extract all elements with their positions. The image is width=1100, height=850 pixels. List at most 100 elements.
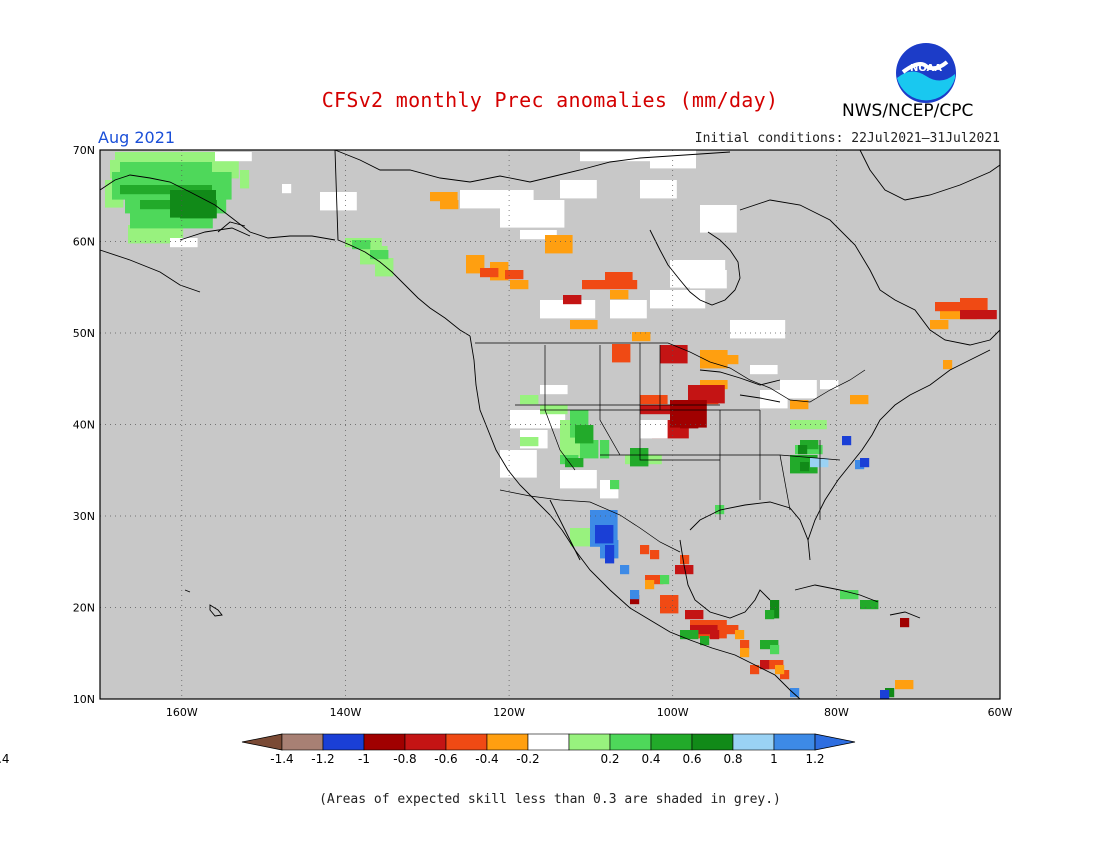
anomaly-cell [563,295,582,305]
anomaly-cell [510,410,566,429]
anomaly-cell [375,258,394,277]
anomaly-cell [610,480,620,490]
colorbar-cell [568,733,611,751]
anomaly-cell [560,470,597,489]
anomaly-cell [630,595,640,605]
colorbar-tick-label: 1.2 [805,752,824,766]
anomaly-cell [580,440,599,459]
anomaly-cell [640,405,696,415]
anomaly-cell [735,630,745,640]
anomaly-cell [943,360,953,370]
anomaly-cell [570,320,598,330]
anomaly-cell [650,550,660,560]
anomaly-cell [282,184,292,194]
anomaly-cell [850,395,869,405]
anomaly-cell [430,192,458,202]
colorbar-tick-label: 0.6 [682,752,701,766]
anomaly-cell [740,648,750,658]
colorbar-arrow-left [241,733,283,751]
anomaly-cell [710,630,720,640]
anomaly-cell [565,458,584,468]
anomaly-cell [630,590,640,600]
colorbar-cell [486,733,529,751]
anomaly-cell [685,610,704,620]
gridlines [100,150,1000,699]
anomaly-cell [510,280,529,290]
forecast-period: Aug 2021 [98,128,176,147]
anomaly-cell [690,270,727,289]
anomaly-cell [632,332,651,342]
anomaly-cell [740,640,750,650]
colorbar-cell [281,733,324,751]
anomaly-cell [630,448,649,467]
colorbar-tick-label: -0.8 [393,752,416,766]
anomaly-cell [582,280,638,290]
colorbar-cell [363,733,406,751]
anomaly-cell [660,575,670,585]
anomaly-cell [500,200,565,228]
anomaly-cell [760,660,770,670]
anomaly-cell [880,690,890,700]
anomaly-cell [790,420,827,430]
colorbar-cell [732,733,775,751]
anomaly-cell [640,180,677,199]
anomaly-cell [930,320,949,330]
anomaly-cell [800,462,810,472]
lon-label: 160W [166,706,198,719]
anomaly-cell [940,310,977,320]
anomaly-cell [795,445,823,455]
lat-label: 70N [73,144,95,157]
lat-label: 40N [73,419,95,432]
anomaly-cell [128,225,184,244]
anomaly-cell [855,460,865,470]
lat-label: 60N [73,236,95,249]
colorbar-cell [609,733,652,751]
lon-label: 80W [824,706,849,719]
colorbar-cell [322,733,365,751]
anomaly-cell [720,625,739,635]
anomaly-cell [720,355,739,365]
anomaly-cell [320,192,357,211]
anomaly-cell [775,665,785,675]
anomaly-cell [540,385,568,395]
colorbar-cell [650,733,693,751]
anomaly-shading [105,150,997,700]
anomaly-cell [520,230,557,240]
colorbar-tick-label: -0.6 [434,752,457,766]
lat-label: 10N [73,693,95,706]
anomaly-cell [466,255,485,274]
anomaly-cell [700,636,710,646]
anomaly-cell [600,440,610,459]
anomaly-cell [352,240,371,250]
colorbar-cell [445,733,488,751]
anomaly-cell [540,405,568,415]
anomaly-cell [680,410,699,429]
anomaly-cell [780,380,817,399]
agency-label: NWS/NCEP/CPC [842,101,974,121]
anomaly-cell [480,268,499,278]
colorbar-labels: -1.4 -1.2 -1 -0.8 -0.6 -0.4 -0.2 0.2 0.4 0.6 0.8 1 1… [0,752,825,766]
anomaly-cell [730,320,786,339]
initial-conditions: Initial conditions: 22Jul2021–31Jul2021 [694,131,1000,146]
lon-label: 60W [988,706,1013,719]
political-borders [475,342,866,553]
anomaly-cell [560,180,597,199]
colorbar-cell [527,733,570,751]
colorbar-tick-label: -0.2 [516,752,539,766]
anomaly-cell [765,610,775,620]
anomaly-cell [540,300,596,319]
anomaly-cell [612,344,631,363]
colorbar-tick-label: 0.4 [641,752,660,766]
anomaly-cell [690,625,718,635]
anomaly-cell [680,555,690,565]
anomaly-cell [170,238,198,248]
anomaly-cell [842,436,852,446]
lon-label: 100W [657,706,689,719]
anomaly-cell [620,565,630,575]
anomaly-cell [605,272,633,282]
anomaly-cell [800,440,819,450]
colorbar-tick-label: 0.8 [723,752,742,766]
anomaly-cell [520,395,539,405]
anomaly-cell [215,152,252,162]
